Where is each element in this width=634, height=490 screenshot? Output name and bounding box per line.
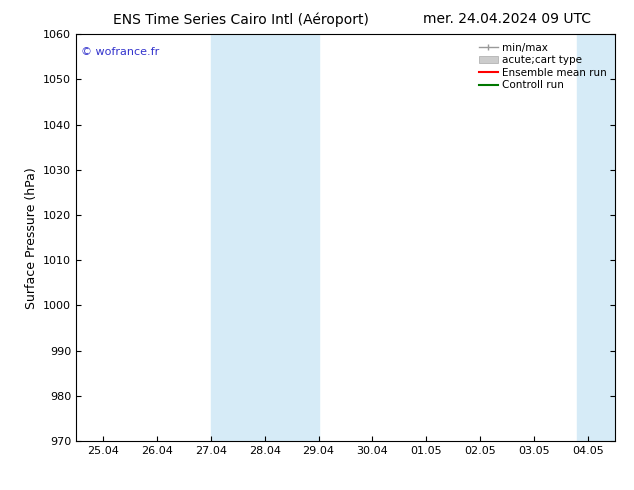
Text: mer. 24.04.2024 09 UTC: mer. 24.04.2024 09 UTC: [424, 12, 591, 26]
Bar: [265, 34, 319, 441]
Bar: [578, 34, 615, 441]
Text: © wofrance.fr: © wofrance.fr: [81, 47, 160, 56]
Bar: [210, 34, 265, 441]
Text: ENS Time Series Cairo Intl (Aéroport): ENS Time Series Cairo Intl (Aéroport): [113, 12, 369, 27]
Y-axis label: Surface Pressure (hPa): Surface Pressure (hPa): [25, 167, 37, 309]
Legend: min/max, acute;cart type, Ensemble mean run, Controll run: min/max, acute;cart type, Ensemble mean …: [476, 40, 610, 94]
